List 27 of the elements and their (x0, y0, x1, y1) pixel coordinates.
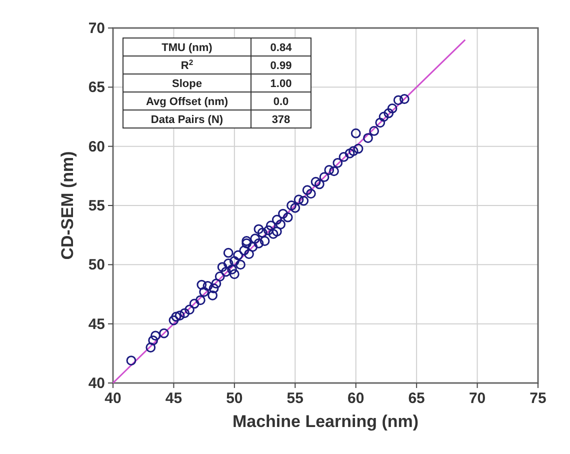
x-tick-label: 55 (286, 390, 304, 407)
x-tick-label: 60 (348, 390, 364, 407)
x-tick-label: 50 (226, 390, 243, 407)
annotation: R$^{2}$ (180, 58, 194, 72)
y-tick-label: 70 (88, 20, 105, 37)
y-tick-label: 50 (88, 256, 105, 274)
x-tick-label: 40 (104, 390, 122, 407)
annotation: 0.0 (273, 96, 289, 108)
x-axis-title: Machine Learning (nm) (232, 412, 419, 431)
annotation: Avg Offset (nm) (146, 96, 228, 108)
annotation: Data Pairs (N) (150, 114, 224, 126)
x-tick-label: 75 (530, 390, 546, 407)
annotation: 0.84 (270, 42, 293, 54)
y-tick-label: 45 (88, 316, 105, 333)
y-tick-label: 40 (88, 375, 105, 392)
annotation: 0.99 (270, 60, 292, 72)
x-tick-label: 65 (408, 390, 425, 407)
annotation: Slope (172, 78, 202, 90)
y-axis-title: CD-SEM (nm) (58, 151, 77, 260)
x-tick-label: 45 (165, 390, 182, 407)
y-tick-label: 55 (88, 198, 105, 214)
y-tick-label: 65 (88, 79, 105, 96)
annotation: TMU (nm) (162, 42, 213, 54)
annotation: 378 (272, 114, 290, 126)
y-tick-label: 60 (88, 138, 105, 156)
x-tick-label: 70 (468, 390, 486, 407)
annotation: 1.00 (270, 78, 292, 90)
